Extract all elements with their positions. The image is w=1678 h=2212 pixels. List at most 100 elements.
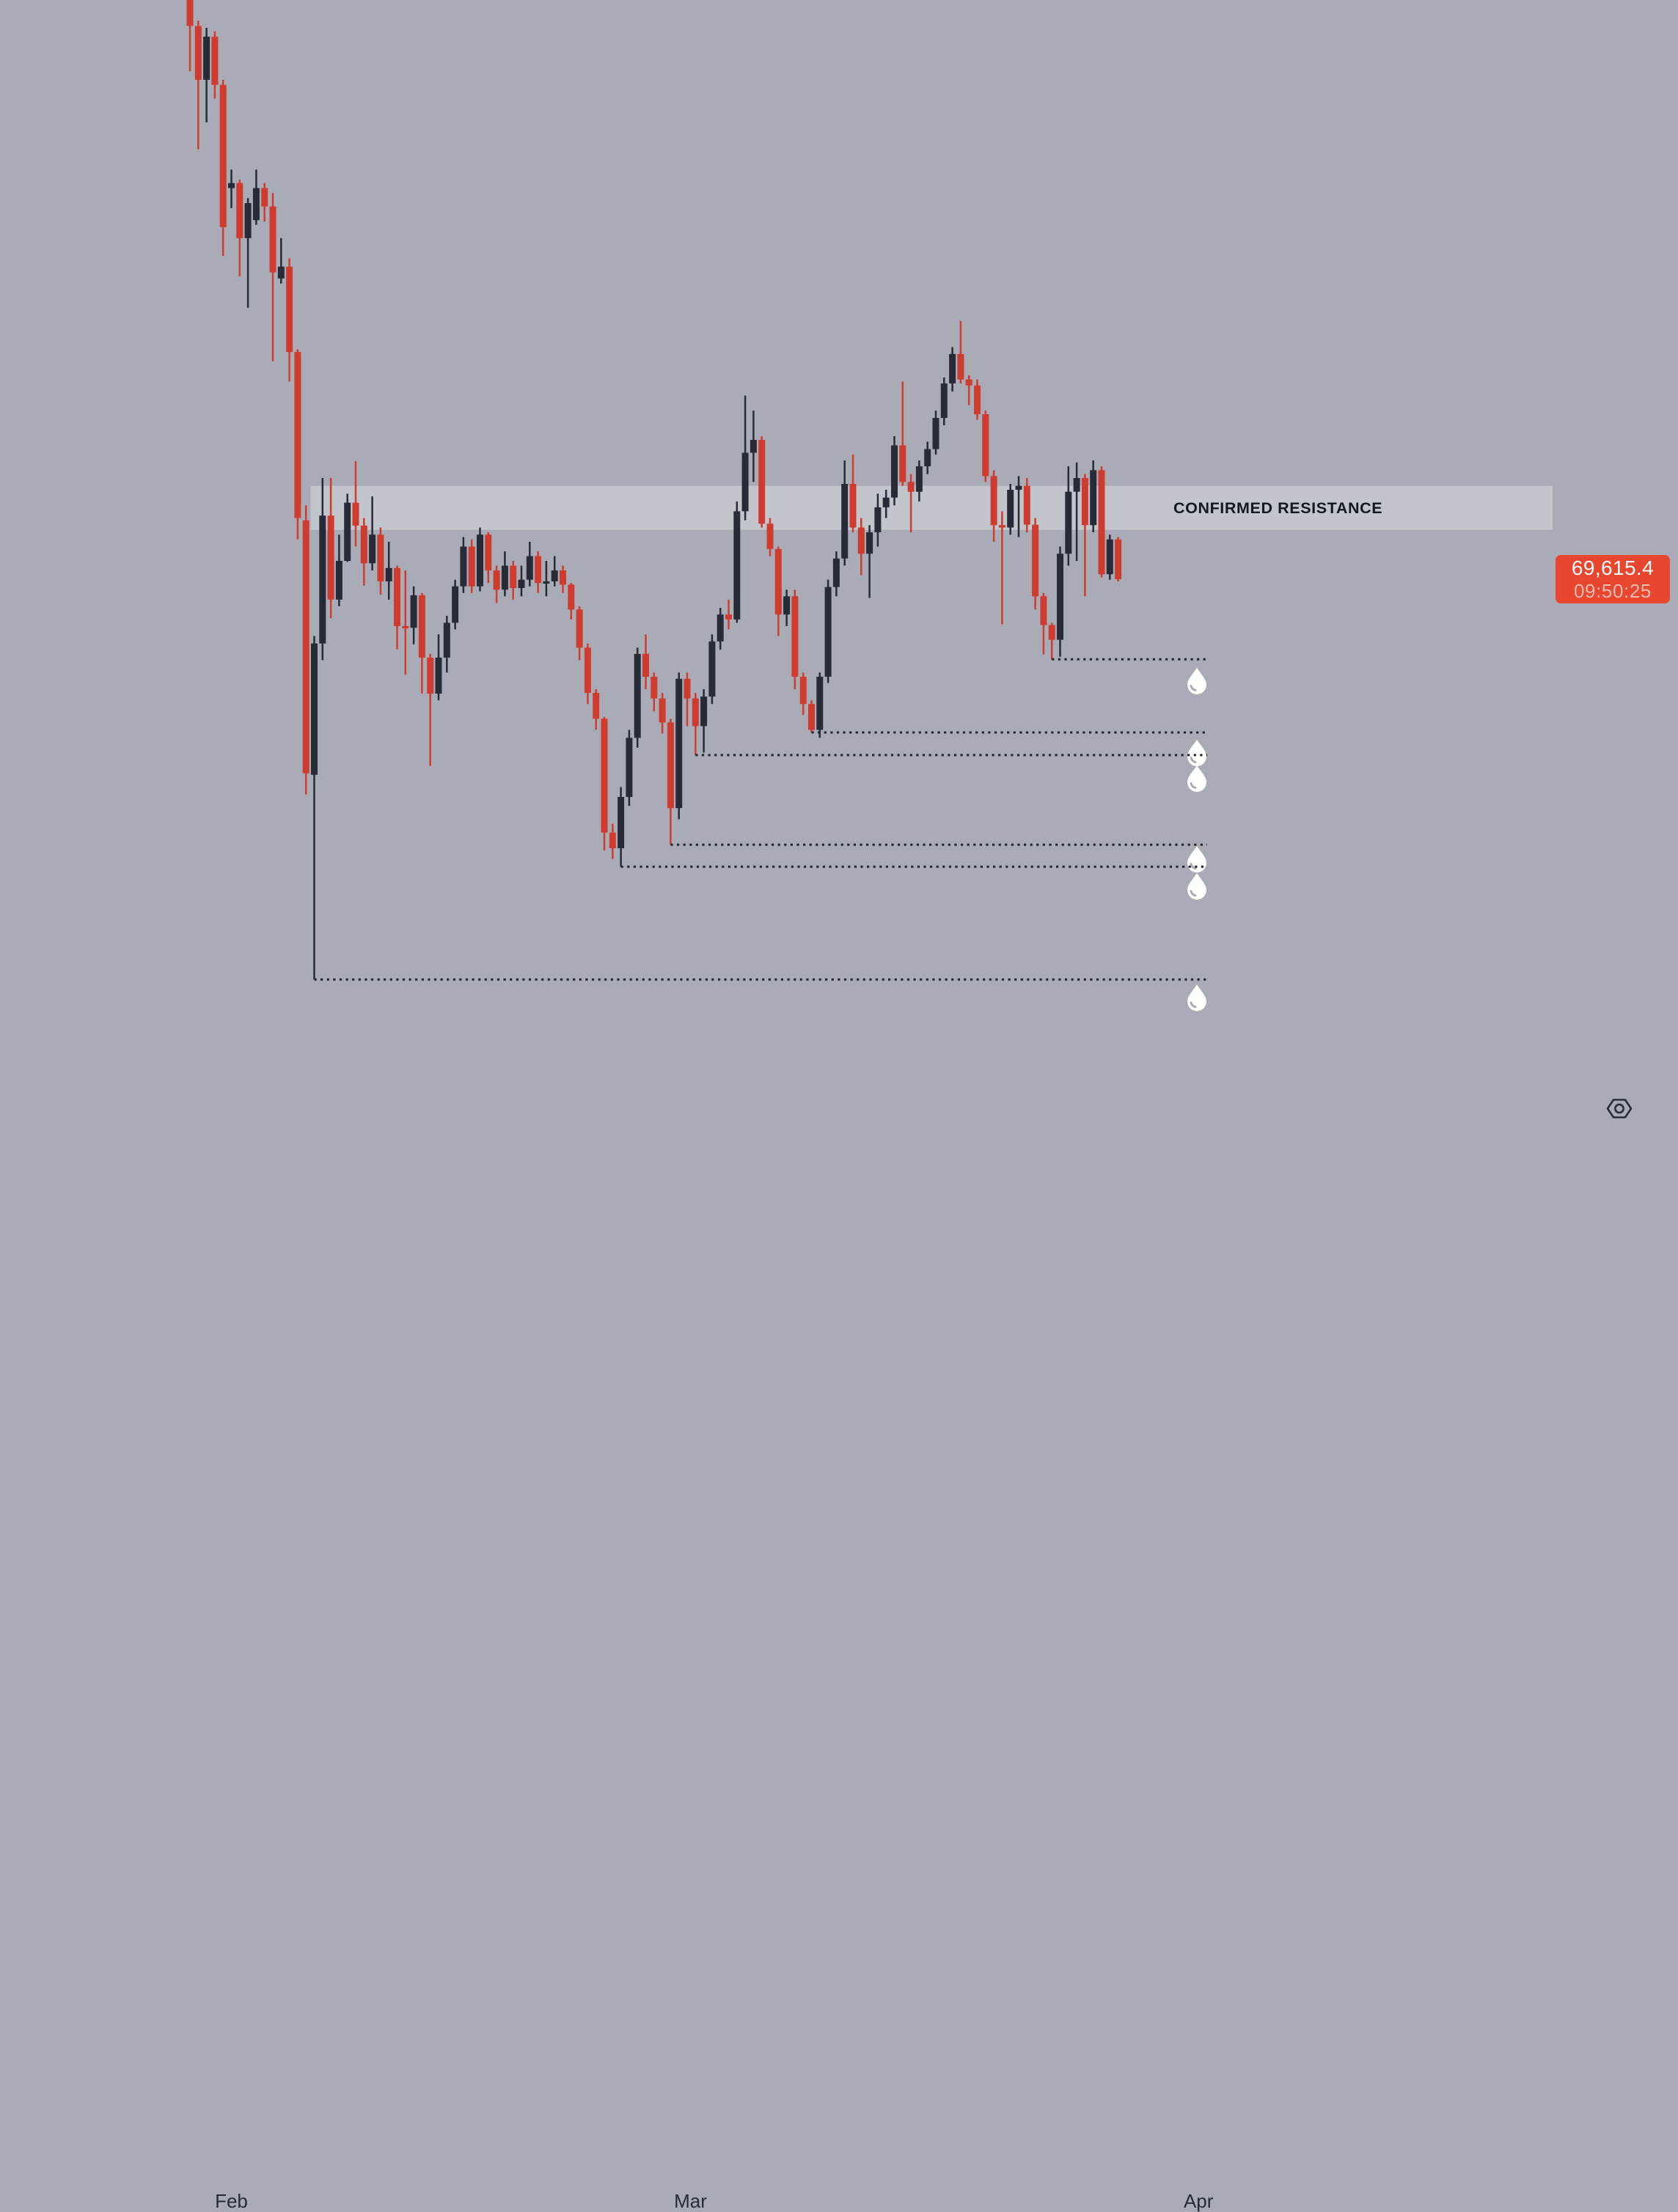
- candle-wick: [429, 653, 431, 766]
- candle-body: [427, 657, 434, 694]
- droplet-icon[interactable]: [1187, 740, 1206, 766]
- candle-body: [758, 440, 766, 524]
- plot-area[interactable]: [0, 0, 1678, 1128]
- candle-body: [634, 653, 641, 738]
- candle-body: [244, 203, 252, 238]
- candle-body: [560, 570, 566, 585]
- candle-body: [990, 476, 997, 526]
- candle-body: [1098, 470, 1105, 575]
- candle-body: [700, 697, 708, 727]
- candle-body: [692, 698, 699, 727]
- last-price-tag: 69,615.4 09:50:25: [1556, 555, 1670, 603]
- candle-wick: [1075, 462, 1078, 562]
- candle-body: [518, 579, 525, 588]
- droplet-highlight: [1190, 890, 1197, 897]
- x-axis-label: Feb: [215, 2190, 248, 2212]
- candle-body: [974, 385, 981, 414]
- candle-body: [535, 556, 542, 584]
- droplet-highlight: [1190, 1002, 1197, 1008]
- candle-wick: [230, 169, 232, 208]
- candles-layer: [186, 0, 1122, 980]
- candle-body: [965, 379, 972, 386]
- candle-wick: [280, 238, 282, 284]
- x-axis-label: Mar: [674, 2190, 707, 2212]
- candle-body: [675, 678, 683, 809]
- candle-body: [1023, 485, 1030, 525]
- droplet-highlight: [1190, 863, 1197, 870]
- last-price-value: 69,615.4: [1571, 556, 1655, 579]
- candle-body: [219, 84, 227, 227]
- candle-countdown: 09:50:25: [1573, 580, 1652, 602]
- candle-body: [601, 719, 608, 833]
- candle-wick: [1084, 474, 1086, 597]
- droplet-icon[interactable]: [1187, 846, 1206, 872]
- candle-wick: [197, 21, 199, 150]
- candle-body: [477, 534, 483, 587]
- droplet-highlight: [1190, 782, 1197, 789]
- droplet-highlight: [1190, 685, 1197, 691]
- resistance-zone[interactable]: [310, 485, 1553, 530]
- candle-wick: [371, 496, 373, 571]
- candle-body: [783, 596, 791, 615]
- candle-body: [642, 653, 649, 677]
- candle-body: [443, 622, 450, 658]
- candle-body: [277, 266, 285, 279]
- candle-body: [344, 502, 351, 562]
- candle-body: [684, 678, 691, 699]
- candle-body: [708, 641, 716, 697]
- candle-body: [659, 698, 666, 723]
- candle-body: [750, 440, 757, 453]
- candle-body: [286, 266, 293, 353]
- candle-wick: [686, 672, 689, 727]
- candle-body: [766, 523, 774, 549]
- candle-body: [915, 466, 923, 492]
- time-axis[interactable]: Feb Mar Apr: [0, 1091, 1678, 2212]
- x-axis-label: Apr: [1183, 2190, 1214, 2212]
- candle-wick: [313, 636, 315, 980]
- candle-body: [899, 445, 906, 482]
- candle-body: [1032, 524, 1039, 597]
- candle-body: [982, 414, 989, 477]
- candle-body: [1065, 491, 1072, 554]
- candle-body: [626, 738, 633, 797]
- candle-body: [211, 37, 219, 85]
- candle-body: [394, 567, 400, 626]
- candle-wick: [188, 0, 191, 72]
- droplet-icon[interactable]: [1187, 873, 1206, 900]
- candle-body: [1106, 539, 1113, 575]
- candle-body: [841, 484, 849, 559]
- candle-body: [907, 482, 915, 492]
- candle-body: [510, 565, 517, 588]
- price-axis[interactable]: 84,000.082,000.080,000.078,000.076,000.0…: [1553, 0, 1678, 1091]
- resistance-zone-label: CONFIRMED RESISTANCE: [1173, 499, 1383, 517]
- candle-body: [1048, 625, 1055, 640]
- candle-body: [194, 26, 202, 80]
- droplet-icon[interactable]: [1187, 985, 1206, 1011]
- candle-body: [360, 525, 367, 564]
- candle-body: [874, 507, 882, 533]
- candle-wick: [545, 561, 548, 597]
- candle-body: [891, 445, 898, 498]
- liquidity-lines-layer: [314, 658, 1207, 1011]
- candle-body: [957, 353, 964, 380]
- candle-body: [385, 567, 392, 581]
- candle-body: [932, 418, 939, 449]
- droplet-icon[interactable]: [1187, 765, 1206, 792]
- candle-body: [311, 643, 318, 775]
- candle-body: [1073, 478, 1080, 492]
- scale-settings-icon[interactable]: [1605, 1094, 1634, 1123]
- candle-body: [1015, 485, 1022, 490]
- droplet-highlight: [1190, 757, 1197, 763]
- candle-body: [501, 565, 508, 590]
- candle-body: [791, 596, 799, 677]
- candle-body: [824, 587, 832, 677]
- candle-body: [651, 677, 658, 699]
- candle-body: [584, 647, 591, 694]
- candle-body: [1040, 596, 1047, 625]
- candle-body: [609, 832, 616, 848]
- candle-body: [460, 546, 467, 587]
- droplet-icon[interactable]: [1187, 668, 1206, 694]
- candle-wick: [868, 525, 871, 598]
- candle-body: [924, 449, 931, 466]
- candle-body: [526, 556, 533, 580]
